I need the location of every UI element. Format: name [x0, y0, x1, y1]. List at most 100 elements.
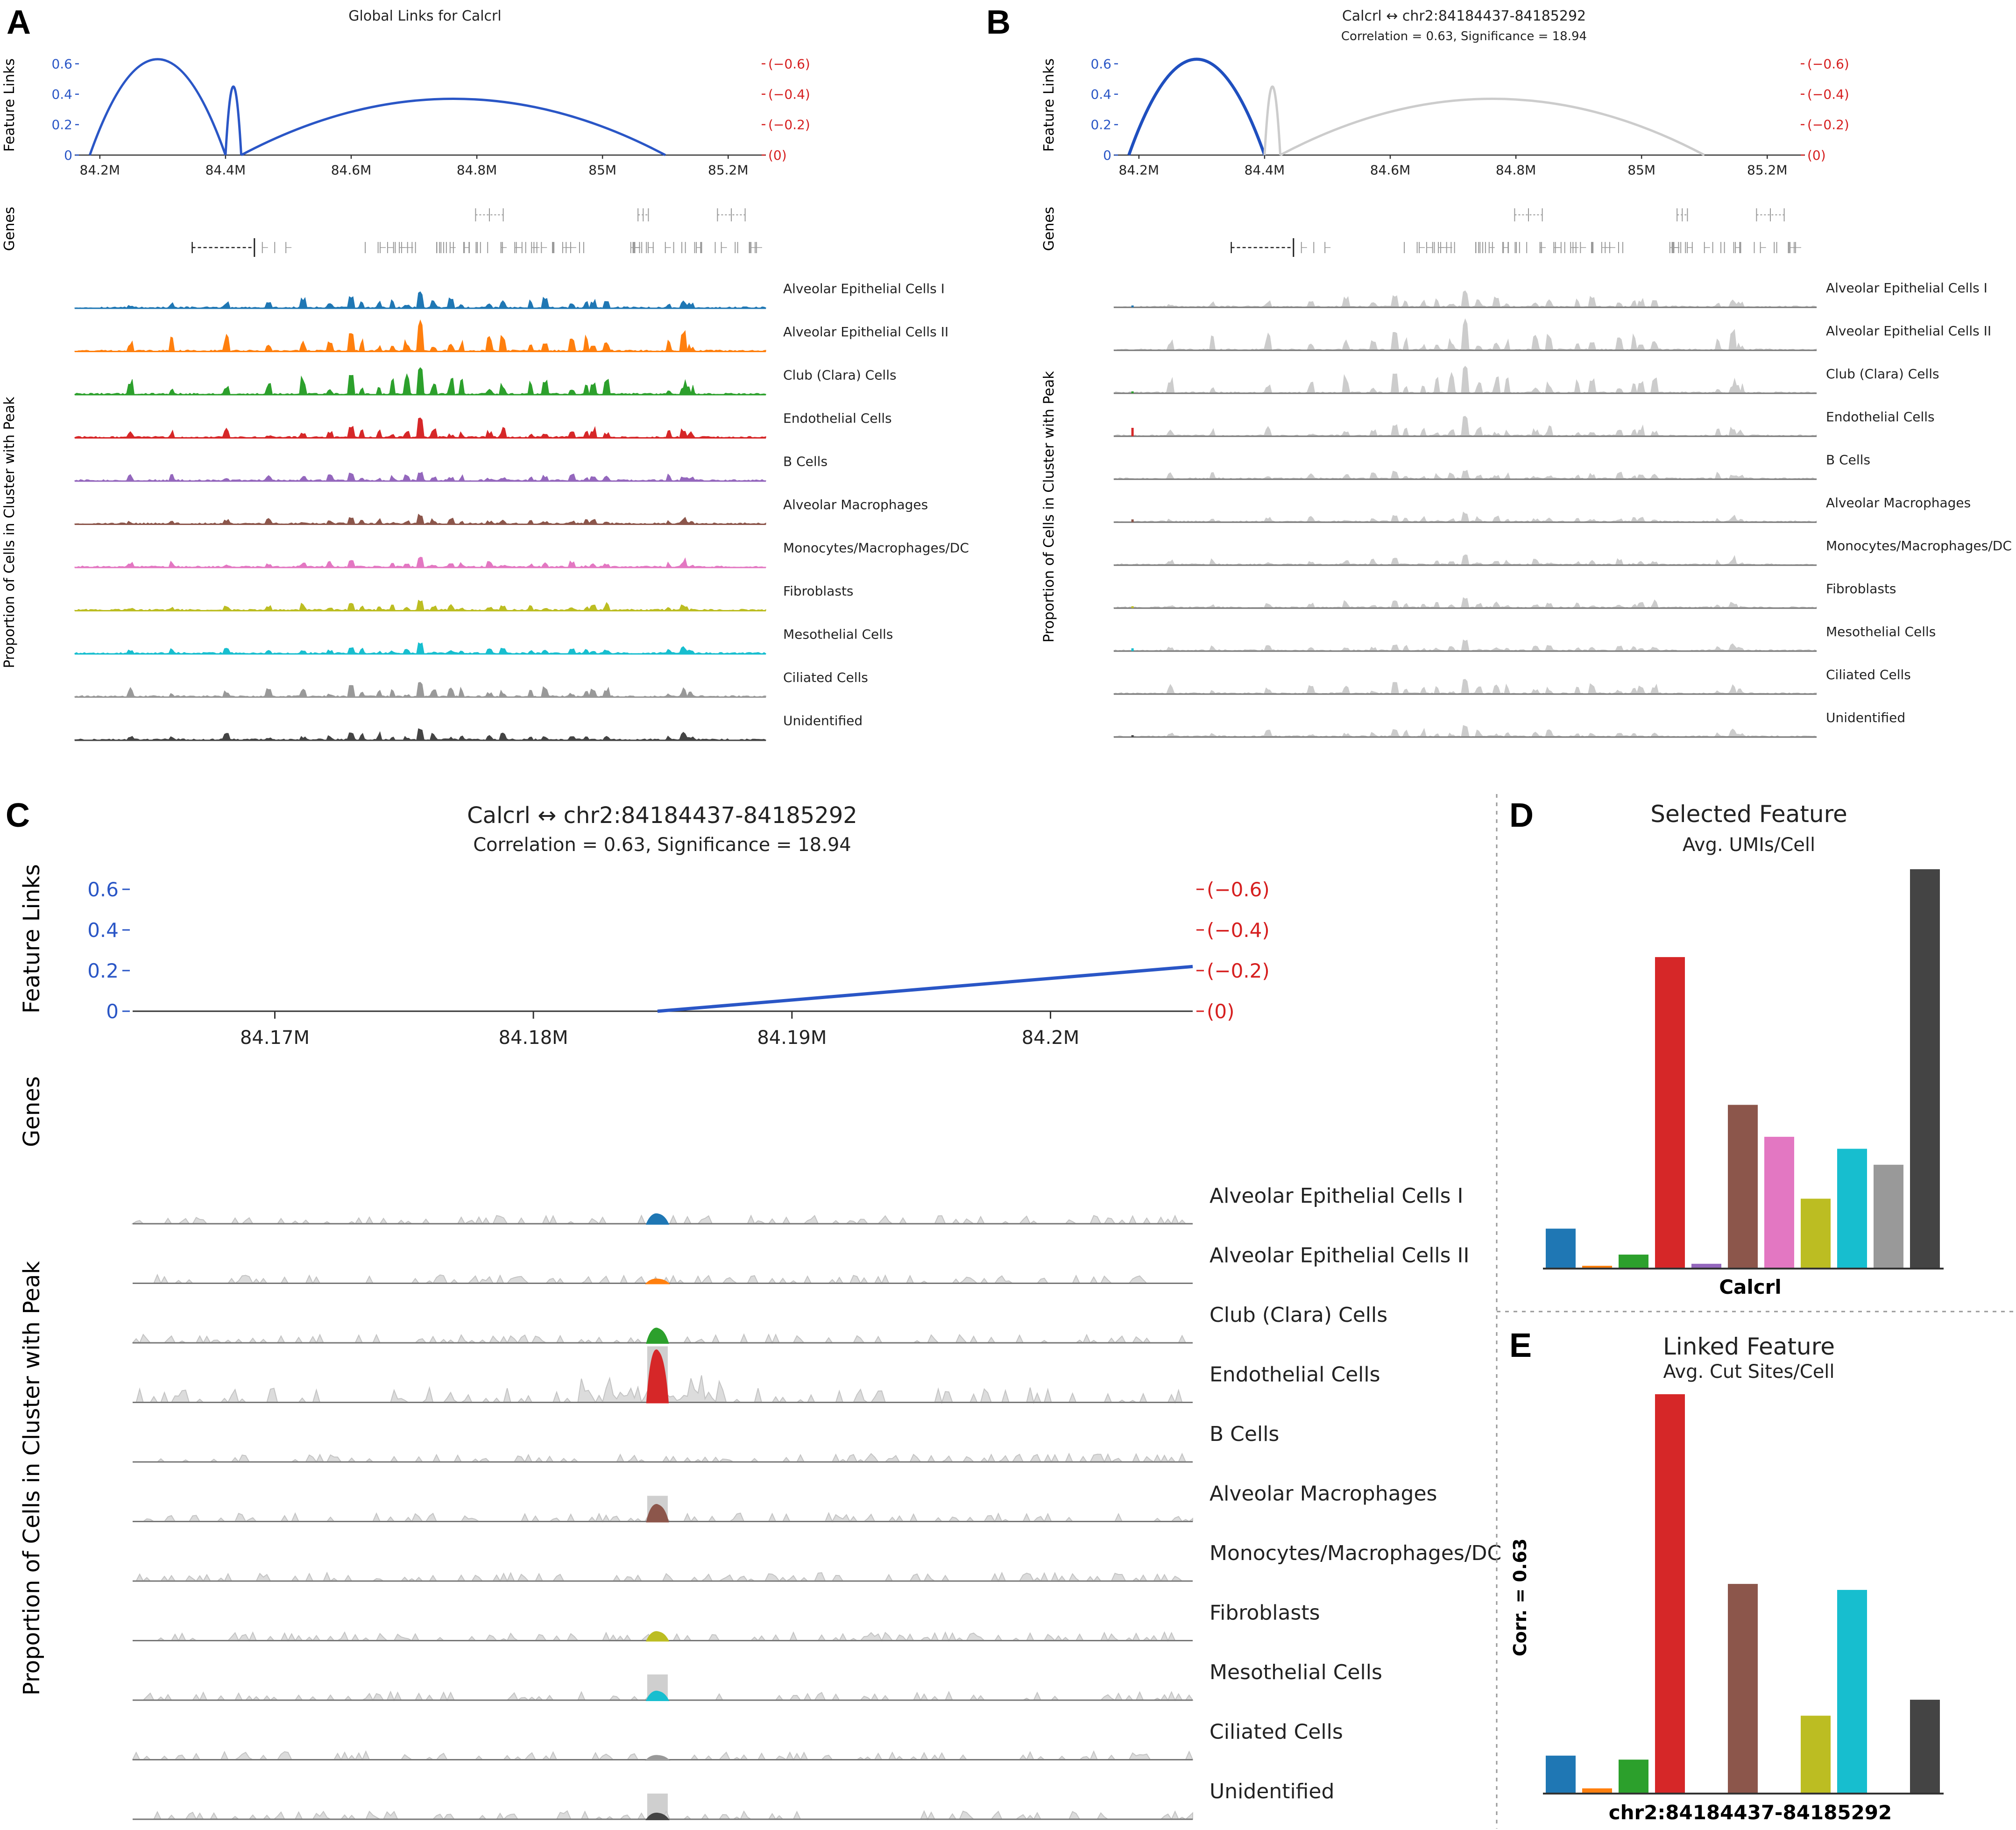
bar	[1546, 1228, 1576, 1269]
cluster-label: Alveolar Macrophages	[1826, 495, 1971, 511]
links-plot-b: 0 (0) 0.2 (−0.2) 0.4 (−0.4) 0.6 (−0.6) 84.2M 84.4…	[1090, 56, 1849, 177]
linked-peak	[645, 1631, 670, 1642]
panel-e: E Linked Feature Avg. Cut Sites/Cell Cor…	[1509, 1327, 1944, 1824]
peak-track	[74, 291, 766, 309]
peak-track	[1113, 366, 1817, 394]
panel-letter-a: A	[7, 4, 31, 41]
x-tick-label: 85M	[1627, 163, 1655, 178]
peak-track	[74, 367, 766, 395]
y-tick-label-right: (−0.6)	[1807, 56, 1849, 71]
bar	[1837, 1149, 1867, 1269]
cluster-tracks-a: Alveolar Epithelial Cells I Alveolar Epit…	[74, 281, 969, 741]
cluster-label: Alveolar Macrophages	[783, 497, 928, 512]
linked-peak	[646, 1327, 669, 1344]
y-tick-label-right: (−0.2)	[1207, 959, 1270, 982]
peak-track	[1113, 597, 1817, 609]
bar	[1728, 1105, 1758, 1269]
link-arc	[1263, 85, 1282, 156]
cluster-label: B Cells	[1826, 452, 1870, 468]
bar	[1910, 1700, 1940, 1794]
panel-d-title: Selected Feature	[1650, 801, 1847, 828]
panel-a-title: Global Links for Calcrl	[348, 8, 501, 24]
links-plot-a: 0 (0) 0.2 (−0.2) 0.4 (−0.4) 0.6 (−0.6) 84.2M 84.4…	[51, 56, 810, 177]
peak-track	[1113, 511, 1817, 523]
panel-d-xlabel: Calcrl	[1719, 1276, 1782, 1298]
panel-b-title: Calcrl ↔ chr2:84184437-84185292	[1342, 8, 1586, 24]
cluster-label: Mesothelial Cells	[783, 627, 893, 642]
panel-letter-c: C	[6, 797, 30, 834]
bar	[1582, 1788, 1612, 1794]
link-arc	[1280, 97, 1705, 156]
x-tick-label: 84.4M	[1245, 163, 1285, 178]
linked-peak	[645, 1690, 670, 1701]
y-tick-label-left: 0.2	[51, 117, 72, 133]
x-tick-label: 84.17M	[240, 1027, 310, 1049]
cluster-label: Monocytes/Macrophages/DC	[1826, 538, 2012, 553]
peak-highlight	[1131, 606, 1134, 608]
y-tick-label-right: (0)	[1807, 148, 1826, 163]
y-tick-label-left: 0.6	[87, 878, 119, 901]
peak-highlight	[1131, 391, 1134, 393]
cluster-label: Club (Clara) Cells	[1826, 366, 1939, 382]
y-tick-label-right: (−0.4)	[768, 87, 810, 102]
y-tick-label-left: 0.2	[1090, 117, 1111, 133]
peak-track	[74, 599, 766, 611]
bar	[1801, 1199, 1831, 1269]
x-tick-label: 84.19M	[757, 1027, 827, 1049]
panel-letter-d: D	[1509, 797, 1534, 834]
linked-peak	[645, 1755, 671, 1761]
panel-e-xlabel: chr2:84184437-84185292	[1609, 1801, 1892, 1824]
x-tick-label: 84.6M	[331, 163, 372, 178]
y-tick-label-right: (−0.6)	[1207, 878, 1270, 901]
peak-track	[74, 417, 766, 439]
y-tick-label-left: 0	[106, 1000, 119, 1023]
cluster-label: Mesothelial Cells	[1826, 624, 1936, 639]
x-tick-label: 84.2M	[1119, 163, 1160, 178]
peak-track	[1113, 679, 1817, 695]
peak-track	[74, 557, 766, 568]
cluster-tracks-c: Alveolar Epithelial Cells I Alveolar Epit…	[131, 1184, 1501, 1821]
peak-track	[1113, 318, 1817, 351]
cluster-label: Unidentified	[1826, 710, 1905, 725]
peak-track	[1113, 290, 1817, 308]
linked-peak	[645, 1213, 670, 1225]
panel-c-title: Calcrl ↔ chr2:84184437-84185292	[467, 802, 857, 829]
x-tick-label: 84.18M	[499, 1027, 568, 1049]
y-tick-label-right: (−0.6)	[768, 56, 810, 71]
panel-c: C Calcrl ↔ chr2:84184437-84185292 Correl…	[6, 797, 1501, 1821]
cluster-label: Club (Clara) Cells	[1210, 1303, 1387, 1327]
bar	[1801, 1716, 1831, 1794]
panel-e-title: Linked Feature	[1663, 1333, 1835, 1360]
link-arc	[224, 85, 243, 156]
peak-highlight	[1131, 735, 1134, 737]
background-peaks	[133, 1452, 1193, 1463]
peak-highlight	[1131, 305, 1134, 307]
cluster-label: Unidentified	[783, 713, 863, 729]
x-tick-label: 84.6M	[1370, 163, 1411, 178]
bar	[1582, 1266, 1612, 1269]
bar-chart-e	[1543, 1394, 1944, 1795]
links-plot-c: 0 (0) 0.2 (−0.2) 0.4 (−0.4) 0.6 (−0.6) 84.17M 84.…	[87, 878, 1270, 1049]
x-tick-label: 85.2M	[708, 163, 749, 178]
linked-peak	[646, 1504, 669, 1523]
panel-c-subtitle: Correlation = 0.63, Significance = 18.94	[473, 834, 851, 856]
panel-e-subtitle: Avg. Cut Sites/Cell	[1663, 1361, 1834, 1383]
cluster-label: Alveolar Macrophages	[1210, 1482, 1437, 1506]
panel-d-subtitle: Avg. UMIs/Cell	[1683, 834, 1815, 856]
gene-track-b	[1231, 208, 1801, 257]
bar	[1546, 1755, 1576, 1794]
link-arc	[88, 58, 227, 156]
feature-links-label-c: Feature Links	[19, 864, 45, 1014]
y-tick-label-right: (−0.4)	[1207, 919, 1270, 942]
bar	[1655, 1394, 1685, 1794]
y-tick-label-right: (0)	[1207, 1000, 1235, 1023]
cluster-label: Endothelial Cells	[783, 411, 892, 426]
bar	[1691, 1263, 1721, 1269]
background-peaks	[133, 1571, 1193, 1582]
linked-peak	[646, 1349, 669, 1404]
panel-e-ylabel: Corr. = 0.63	[1510, 1539, 1530, 1657]
peak-track	[74, 642, 766, 654]
cluster-label: Alveolar Epithelial Cells I	[1826, 280, 1988, 296]
bar	[1764, 1136, 1794, 1269]
